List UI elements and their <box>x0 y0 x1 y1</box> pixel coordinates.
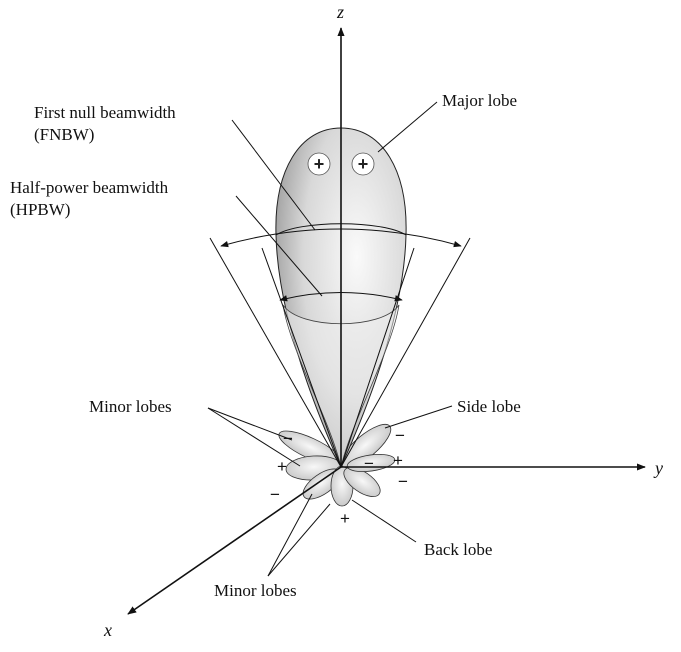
x-axis-label: x <box>103 620 112 640</box>
fnbw-label-line2: (FNBW) <box>34 125 94 144</box>
sign-plus-back: + <box>340 509 350 528</box>
back-lobe-leader <box>351 499 417 543</box>
sign-minus-lower-right: − <box>398 472 408 491</box>
half-power-line-right <box>340 247 415 468</box>
sign-plus-right: + <box>393 451 403 470</box>
major-lobe-plus-circle-right <box>351 152 375 176</box>
major-lobe-plus-left: + <box>314 154 325 174</box>
minor-lobes-bottom-label: Minor lobes <box>214 581 297 600</box>
side-lobe-leader <box>384 405 453 429</box>
fnbw-leader <box>231 119 316 231</box>
first-null-line-right <box>340 237 471 468</box>
major-lobe-plus-right: + <box>358 154 369 174</box>
minor-lobes-top-leader-2 <box>207 407 301 467</box>
first-null-line-left <box>209 237 342 468</box>
major-lobe-plus-circle-left <box>307 152 331 176</box>
sign-minus-upper-right: − <box>395 426 405 445</box>
fnbw-label-line1: First null beamwidth <box>34 103 176 122</box>
minor-lobes-top-label: Minor lobes <box>89 397 172 416</box>
major-lobe-label: Major lobe <box>442 91 517 110</box>
hpbw-label-line1: Half-power beamwidth <box>10 178 169 197</box>
sign-plus-left: + <box>277 457 287 476</box>
hpbw-label-line2: (HPBW) <box>10 200 70 219</box>
z-axis-label: z <box>336 2 344 22</box>
side-lobe-label: Side lobe <box>457 397 521 416</box>
minor-lobes-top-leader-1 <box>207 407 293 441</box>
sign-minus-upper-left: − <box>283 429 293 448</box>
half-power-line-left <box>261 247 342 468</box>
minor-lobe-right-lower <box>343 467 381 497</box>
y-axis-label: y <box>653 458 663 478</box>
sign-minus-lower-left: − <box>270 485 280 504</box>
x-axis <box>127 466 342 615</box>
major-lobe-leader <box>377 101 438 153</box>
hpbw-leader <box>235 195 323 297</box>
minor-lobes-bottom-leader-2 <box>267 503 331 577</box>
back-lobe-label: Back lobe <box>424 540 492 559</box>
minor-lobes-bottom-leader-1 <box>267 493 313 577</box>
sign-minus-center-right: − <box>364 454 374 473</box>
